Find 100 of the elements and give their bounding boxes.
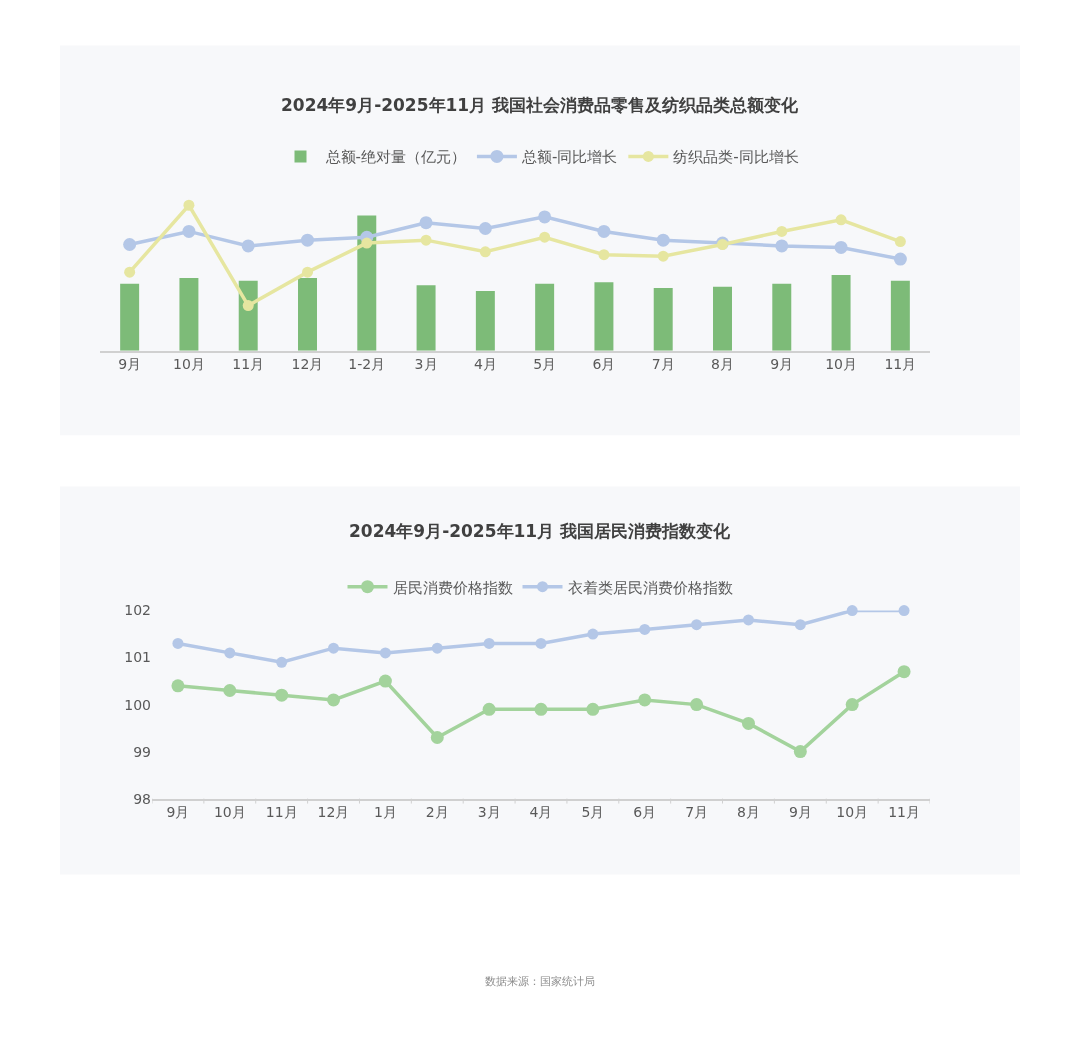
point [301,233,314,247]
bar [772,283,792,351]
point [741,716,755,730]
y-tick-label: 102 [124,602,151,619]
bar [357,215,377,351]
point [431,642,443,654]
point [586,702,600,716]
point [378,674,392,688]
x-tick-label: 8月 [737,804,760,821]
x-tick-label: 10月 [173,356,205,373]
point [894,236,906,248]
x-tick-label: 12月 [291,356,324,373]
x-tick-label: 9月 [770,356,794,373]
point [587,628,599,640]
x-tick-label: 3月 [477,804,501,821]
point [835,214,847,226]
bar [475,291,495,351]
point [478,222,492,236]
point [483,637,495,649]
legend-label: 总额-绝对量（亿元） [324,148,466,167]
point [535,637,547,649]
y-tick-label: 99 [133,743,151,760]
y-tick-label: 98 [133,790,151,807]
point [171,679,185,693]
bar [298,277,317,351]
point [897,665,911,679]
x-tick-label: 7月 [651,356,675,373]
point [172,637,184,649]
point [639,623,651,635]
x-tick-label: 2月 [425,804,449,821]
bar [653,288,673,351]
point [776,225,788,237]
point [183,199,195,211]
x-tick-label: 4月 [529,804,553,821]
point [638,693,652,707]
point [775,239,789,253]
legend-label: 衣着类居民消费价格指数 [567,578,733,597]
point [845,698,859,712]
x-tick-label: 7月 [685,804,709,821]
point [223,684,237,697]
point [898,605,910,617]
bar [535,283,555,351]
x-tick-label: 6月 [592,356,616,373]
point [302,266,313,278]
x-tick-label: 9月 [788,804,812,821]
legend-label: 总额-同比增长 [520,148,618,167]
point [538,210,552,224]
point [430,731,444,745]
point [124,266,136,278]
point [419,216,433,230]
x-tick-label: 12月 [317,804,350,821]
point [691,619,703,631]
x-tick-label: 11月 [884,356,917,373]
point [482,702,496,716]
legend-label: 居民消费价格指数 [392,578,513,597]
point [834,240,848,254]
point [327,693,341,707]
point [534,702,548,716]
point [794,619,806,631]
point [224,647,236,659]
bar [890,280,910,351]
point [182,224,196,238]
point [241,239,255,253]
chart-title: 2024年9月-2025年11月 我国居民消费指数变化 [349,521,732,541]
point [657,250,669,262]
point [742,614,754,626]
x-tick-label: 8月 [711,356,734,373]
point [276,656,288,668]
point [539,231,551,243]
point [598,249,610,261]
point [361,237,373,249]
point [846,605,858,617]
x-tick-label: 5月 [581,804,605,821]
x-tick-label: 6月 [633,804,657,821]
x-tick-label: 3月 [414,356,438,373]
bar [594,282,614,351]
point [893,252,907,266]
point [328,642,340,654]
x-tick-label: 4月 [473,356,497,373]
bar [831,275,851,351]
point [793,745,807,759]
x-tick-label: 10月 [825,356,857,373]
x-tick-label: 11月 [232,356,265,373]
chart-title: 2024年9月-2025年11月 我国社会消费品零售及纺织品类总额变化 [281,95,800,115]
point [656,233,670,247]
point [242,300,254,312]
x-tick-label: 10月 [213,804,246,821]
legend-label: 纺织品类-同比增长 [673,148,799,167]
point [420,234,432,246]
y-tick-label: 100 [124,696,151,713]
x-tick-label: 1-2月 [348,356,386,373]
bar [179,277,199,351]
y-tick-label: 101 [124,649,151,666]
point [690,698,704,712]
bar [416,285,436,351]
x-tick-label: 5月 [533,356,557,373]
point [379,647,391,659]
point [597,224,611,238]
x-tick-label: 11月 [265,804,298,821]
point [123,238,137,251]
